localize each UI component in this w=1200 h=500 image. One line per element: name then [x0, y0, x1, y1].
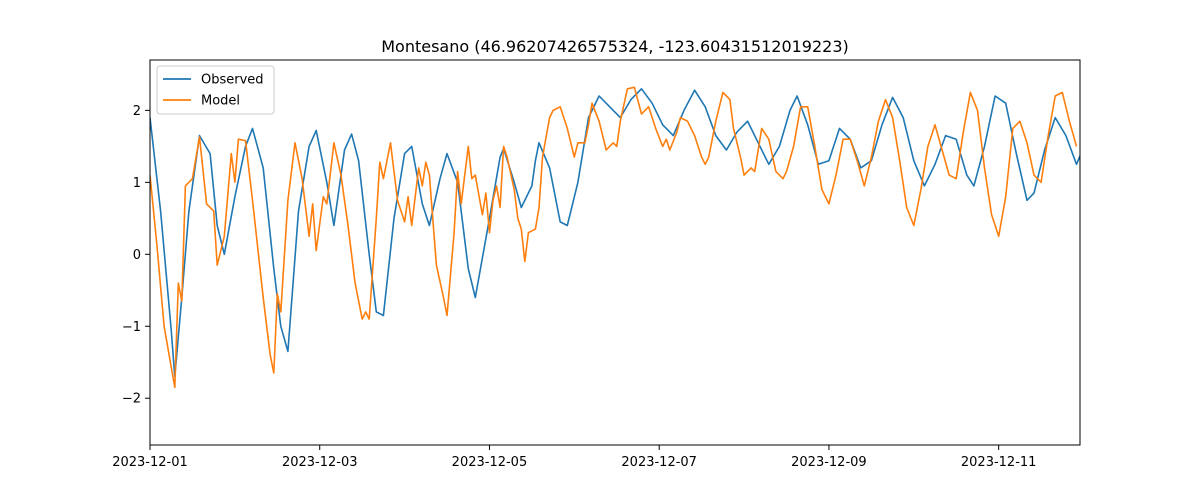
- legend-box: [156, 65, 275, 115]
- legend-label: Model: [201, 94, 240, 109]
- chart-title: Montesano (46.96207426575324, -123.60431…: [381, 37, 849, 56]
- x-tick-label: 2023-12-11: [961, 455, 1037, 470]
- y-tick-label: 0: [133, 248, 141, 263]
- x-tick-label: 2023-12-07: [621, 455, 697, 470]
- plot-frame: [149, 59, 1081, 446]
- y-tick-label: −2: [122, 392, 141, 407]
- y-tick-label: −1: [122, 320, 141, 335]
- x-tick-label: 2023-12-01: [112, 455, 188, 470]
- x-tick-label: 2023-12-03: [282, 455, 358, 470]
- x-axis: 2023-12-01 2023-12-03 2023-12-05 2023-12-07…: [112, 445, 1036, 470]
- legend-label: Observed: [201, 73, 264, 88]
- y-tick-label: 2: [133, 104, 141, 119]
- series-layer: [150, 86, 1080, 389]
- x-tick-label: 2023-12-09: [791, 455, 867, 470]
- series-line-observed: [150, 88, 1080, 378]
- x-tick-label: 2023-12-05: [452, 455, 528, 470]
- legend: Observed Model: [156, 65, 275, 115]
- y-tick-label: 1: [133, 176, 141, 191]
- series-line-model: [150, 86, 1078, 389]
- y-axis: −2 −1 0 1 2: [122, 104, 150, 407]
